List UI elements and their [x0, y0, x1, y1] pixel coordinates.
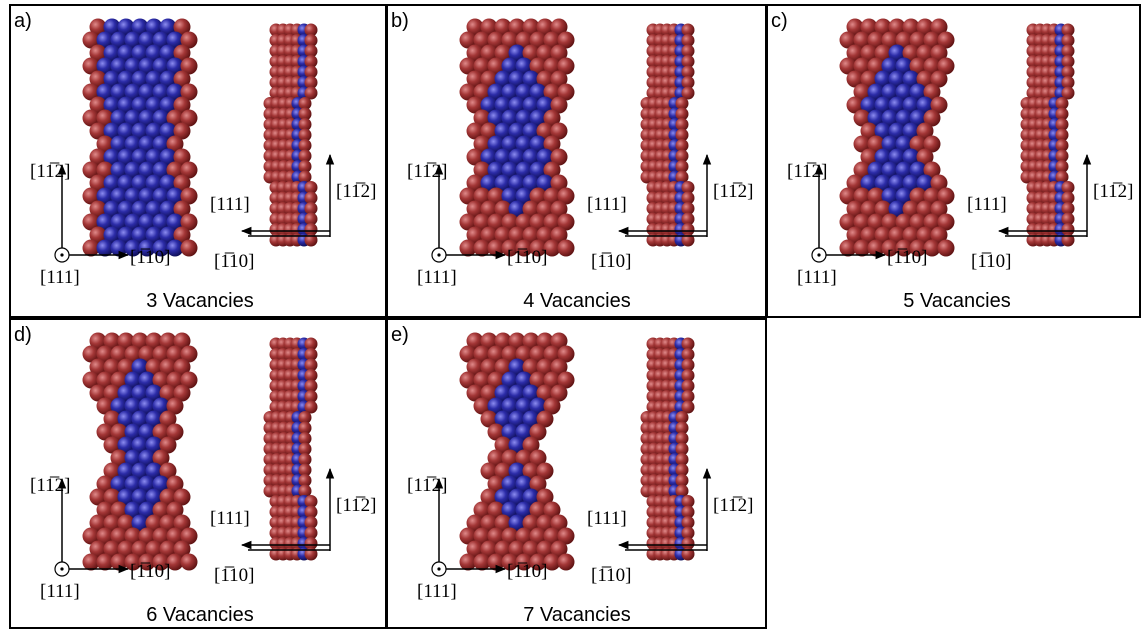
axis-label: [11̅2] — [336, 181, 376, 202]
panel: [11̅2] [111] [1̅10] [111] [11̅2] [1̅10] b) 4 Va… — [387, 5, 766, 317]
axis-label: [1̅10] — [214, 251, 254, 272]
axis-label: [1̅10] — [591, 565, 631, 586]
axis-dot — [817, 253, 820, 256]
axis-label: [11̅2] — [336, 495, 376, 516]
atom — [558, 240, 575, 257]
atom — [181, 554, 198, 571]
axis-label: [111] — [797, 267, 837, 288]
axis-dot — [60, 567, 63, 570]
axis-label: [11̅2] — [407, 161, 447, 182]
axis-label: [111] — [967, 194, 1007, 215]
axis-label: [1̅10] — [507, 561, 547, 582]
panel: [11̅2] [111] [1̅10] [111] [11̅2] [1̅10] a) 3 Va… — [10, 5, 386, 317]
axis-label: [11̅2] — [407, 475, 447, 496]
axis-label: [11̅2] — [1093, 181, 1133, 202]
panel-label: a) — [14, 10, 32, 32]
panel-caption: 4 Vacancies — [523, 290, 630, 312]
axis-label: [111] — [40, 267, 80, 288]
axis-label: [111] — [40, 581, 80, 602]
panel-label: d) — [14, 324, 32, 346]
page: [11̅2] [111] [1̅10] [111] [11̅2] [1̅10] a) 3 Va… — [0, 0, 1143, 631]
panel-caption: 3 Vacancies — [146, 290, 253, 312]
atom — [938, 240, 955, 257]
axis-label: [111] — [210, 194, 250, 215]
atom — [558, 554, 575, 571]
axis-dot — [60, 253, 63, 256]
axis-label: [11̅2] — [787, 161, 827, 182]
axis-label: [1̅10] — [971, 251, 1011, 272]
axis-label: [1̅10] — [507, 247, 547, 268]
axis-label: [111] — [210, 508, 250, 529]
panel-caption: 7 Vacancies — [523, 604, 630, 626]
axis-label: [1̅10] — [887, 247, 927, 268]
axis-label: [111] — [417, 581, 457, 602]
axis-label: [11̅2] — [713, 181, 753, 202]
axis-dot — [437, 567, 440, 570]
axis-label: [1̅10] — [591, 251, 631, 272]
axis-label: [111] — [417, 267, 457, 288]
axis-dot — [437, 253, 440, 256]
axis-label: [1̅10] — [214, 565, 254, 586]
panel: [11̅2] [111] [1̅10] [111] [11̅2] [1̅10] d) 6 Va… — [10, 319, 386, 628]
panel: [11̅2] [111] [1̅10] [111] [11̅2] [1̅10] e) 7 Va… — [387, 319, 766, 628]
axis-label: [11̅2] — [713, 495, 753, 516]
axis-label: [11̅2] — [30, 161, 70, 182]
axis-label: [1̅10] — [130, 247, 170, 268]
panel-caption: 6 Vacancies — [146, 604, 253, 626]
axis-label: [11̅2] — [30, 475, 70, 496]
atom — [181, 240, 198, 257]
axis-label: [111] — [587, 508, 627, 529]
panel-caption: 5 Vacancies — [903, 290, 1010, 312]
panel-label: e) — [391, 324, 409, 346]
panel-label: c) — [771, 10, 788, 32]
panel-label: b) — [391, 10, 409, 32]
axis-label: [111] — [587, 194, 627, 215]
axis-label: [1̅10] — [130, 561, 170, 582]
figure: [11̅2] [111] [1̅10] [111] [11̅2] [1̅10] a) 3 Va… — [0, 0, 1143, 631]
panel: [11̅2] [111] [1̅10] [111] [11̅2] [1̅10] c) 5 Va… — [767, 5, 1140, 317]
